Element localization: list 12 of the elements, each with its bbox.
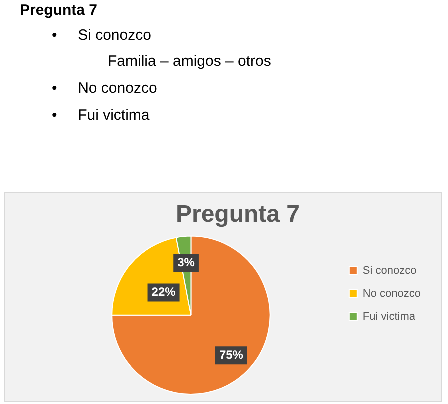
text: • Fui victima bbox=[52, 106, 151, 126]
text: • Si conozco bbox=[52, 26, 152, 46]
data-label: 22% bbox=[152, 285, 176, 300]
data-label: 75% bbox=[219, 348, 244, 362]
text: Pregunta 7 bbox=[20, 2, 98, 19]
legend-label: No conozco bbox=[362, 288, 422, 300]
text: Familia – amigos – otros bbox=[107, 52, 272, 72]
data-label: 3% bbox=[178, 256, 196, 270]
text: • No conozco bbox=[52, 79, 158, 99]
chart-title: Pregunta 7 bbox=[176, 201, 300, 228]
legend-label: Si conozco bbox=[362, 265, 417, 278]
legend-label: Fui victima bbox=[362, 311, 416, 324]
